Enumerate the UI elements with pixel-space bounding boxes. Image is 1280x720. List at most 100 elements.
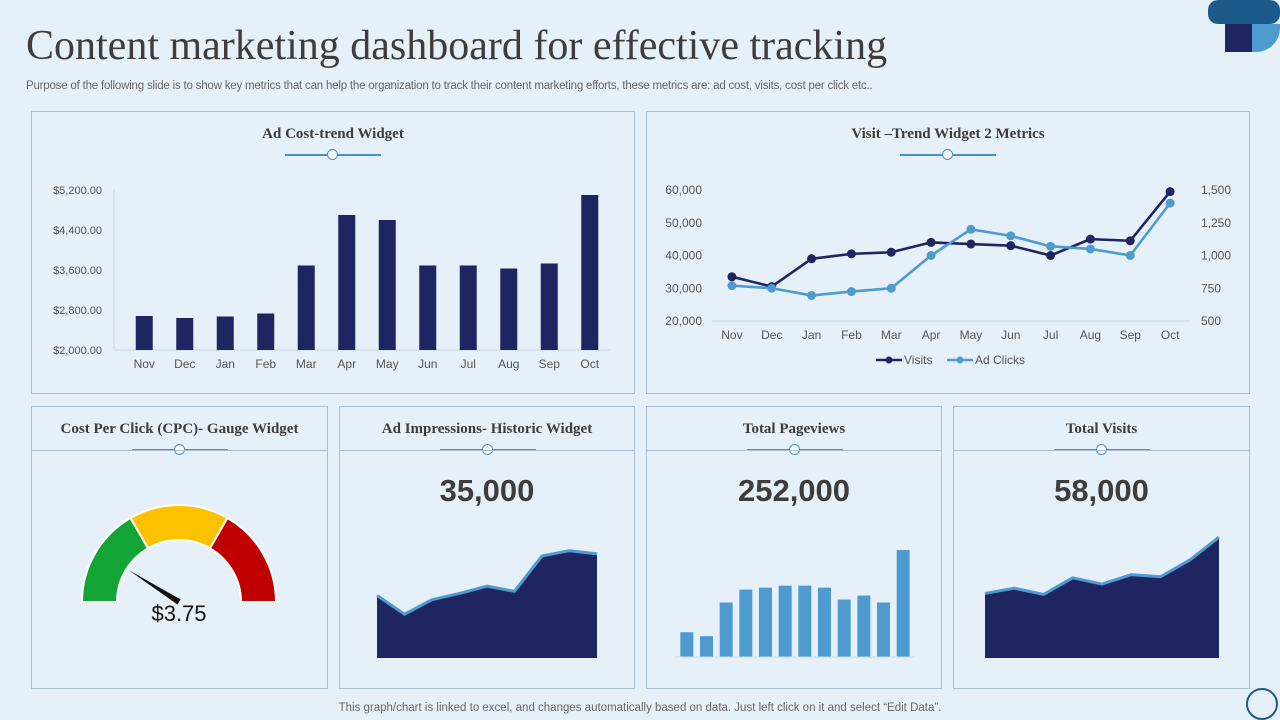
y-left-tick-label: 40,000 [665, 249, 702, 263]
x-tick-label: Apr [922, 328, 941, 342]
x-tick-label: Oct [1161, 328, 1180, 342]
x-tick-label: Dec [761, 328, 782, 342]
bar [581, 195, 599, 350]
header-rule [340, 450, 634, 451]
x-tick-label: Feb [255, 357, 276, 371]
bar [818, 587, 831, 657]
pageviews-value: 252,000 [737, 473, 851, 508]
series-point [1165, 198, 1175, 208]
impressions-value: 35,000 [439, 473, 535, 508]
legend-swatch-dot [885, 356, 893, 364]
legend-swatch-dot [956, 356, 964, 364]
ad-cost-bar-chart: $2,000.00 $2,800.00 $3,600.00 $4,400.00 $5,2… [53, 185, 610, 371]
gauge-band-high [208, 516, 278, 603]
bar [837, 599, 851, 657]
series-point [886, 283, 896, 293]
bar [739, 589, 753, 657]
y-tick-label: $4,400.00 [53, 225, 102, 237]
bar [135, 316, 153, 350]
series-point [727, 281, 737, 291]
panel-title: Ad Impressions- Historic Widget [381, 421, 593, 437]
bar [459, 265, 477, 350]
impressions-area-chart [376, 549, 598, 658]
x-tick-label: Sep [539, 357, 561, 371]
series-point [966, 224, 976, 234]
legend-label: Ad Clicks [975, 353, 1025, 367]
legend-label: Visits [904, 353, 932, 367]
title-divider [285, 149, 381, 161]
bar [759, 587, 772, 657]
gauge-value-label: $3.75 [151, 601, 206, 626]
x-tick-label: Dec [174, 357, 195, 371]
header-rule [32, 450, 327, 451]
y-right-tick-label: 750 [1201, 281, 1221, 295]
bar [257, 313, 275, 350]
y-tick-label: $5,200.00 [53, 185, 102, 197]
footer-note: This graph/chart is linked to excel, and… [338, 702, 942, 714]
area-line [984, 535, 1220, 596]
x-tick-label: Mar [296, 357, 317, 371]
bar [798, 585, 812, 657]
visit-trend-line-chart: 20,000 30,000 40,000 50,000 60,000 500 750 1,00… [665, 183, 1231, 367]
series-point [1046, 241, 1056, 251]
bar [419, 265, 437, 350]
series-point [1125, 236, 1135, 246]
ad-cost-trend-panel: Ad Cost-trend Widget $2,000.00 $2,800.00 $… [31, 111, 635, 394]
y-tick-label: $3,600.00 [53, 265, 102, 277]
area-fill [377, 550, 597, 658]
y-left-tick-label: 20,000 [665, 314, 702, 328]
y-tick-label: $2,000.00 [53, 345, 102, 357]
panel-title: Visit –Trend Widget 2 Metrics [851, 126, 1045, 142]
bar [500, 268, 518, 350]
x-tick-label: Nov [721, 328, 742, 342]
x-tick-label: Aug [1080, 328, 1101, 342]
series-point [1006, 241, 1016, 251]
x-tick-label: Sep [1120, 328, 1142, 342]
panel-title: Cost Per Click (CPC)- Gauge Widget [60, 421, 299, 437]
bar [680, 632, 694, 657]
bar [778, 585, 792, 657]
y-right-tick-label: 1,000 [1201, 249, 1231, 263]
series-point [1006, 231, 1016, 241]
panel-title: Total Visits [1065, 421, 1138, 437]
bar [176, 318, 194, 350]
total-visits-panel: Total Visits 58,000 [953, 406, 1250, 689]
series-point [886, 247, 896, 257]
series-point [807, 290, 817, 300]
corner-decoration [1208, 0, 1280, 52]
series-point [846, 249, 856, 259]
series-point [1165, 187, 1175, 197]
visit-trend-panel: Visit –Trend Widget 2 Metrics 20,000 30,0… [646, 111, 1250, 394]
bar [700, 636, 713, 657]
panel-title: Ad Cost-trend Widget [262, 126, 404, 142]
x-tick-label: Oct [580, 357, 599, 371]
page-title: Content marketing dashboard for effectiv… [26, 23, 888, 69]
y-left-tick-label: 50,000 [665, 216, 702, 230]
cpc-gauge: $3.75 [80, 504, 278, 626]
y-right-tick-label: 1,500 [1201, 183, 1231, 197]
bar [540, 263, 558, 350]
series-point [1085, 244, 1095, 254]
x-tick-label: Jun [1001, 328, 1020, 342]
series-point [966, 239, 976, 249]
series-point [926, 251, 936, 260]
series-point [926, 237, 936, 247]
x-tick-label: Jun [418, 357, 437, 371]
x-tick-label: May [376, 357, 399, 371]
x-tick-label: Mar [881, 328, 902, 342]
bar [338, 215, 356, 350]
x-tick-label: Nov [134, 357, 155, 371]
visits-area-chart [984, 535, 1220, 658]
y-tick-label: $2,800.00 [53, 305, 102, 317]
cpc-gauge-panel: Cost Per Click (CPC)- Gauge Widget $3.75 [31, 406, 328, 689]
page-subtitle: Purpose of the following slide is to sho… [26, 80, 873, 92]
bar [378, 220, 396, 350]
bar [719, 602, 733, 657]
bar [877, 602, 890, 657]
x-tick-label: May [960, 328, 983, 342]
y-right-tick-label: 1,250 [1201, 216, 1231, 230]
y-right-tick-label: 500 [1201, 314, 1221, 328]
corner-circle-decoration [1246, 688, 1278, 720]
visits-value: 58,000 [1054, 473, 1149, 508]
series-point [807, 254, 817, 264]
